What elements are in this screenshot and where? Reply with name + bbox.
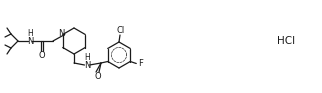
Text: H: H	[27, 29, 33, 39]
Text: N: N	[84, 61, 90, 70]
Text: O: O	[94, 72, 101, 81]
Text: N: N	[59, 29, 65, 39]
Text: Cl: Cl	[117, 26, 125, 35]
Text: N: N	[27, 37, 33, 46]
Text: H: H	[84, 53, 90, 62]
Text: HCl: HCl	[277, 36, 295, 46]
Text: O: O	[39, 51, 45, 60]
Text: F: F	[138, 59, 143, 68]
